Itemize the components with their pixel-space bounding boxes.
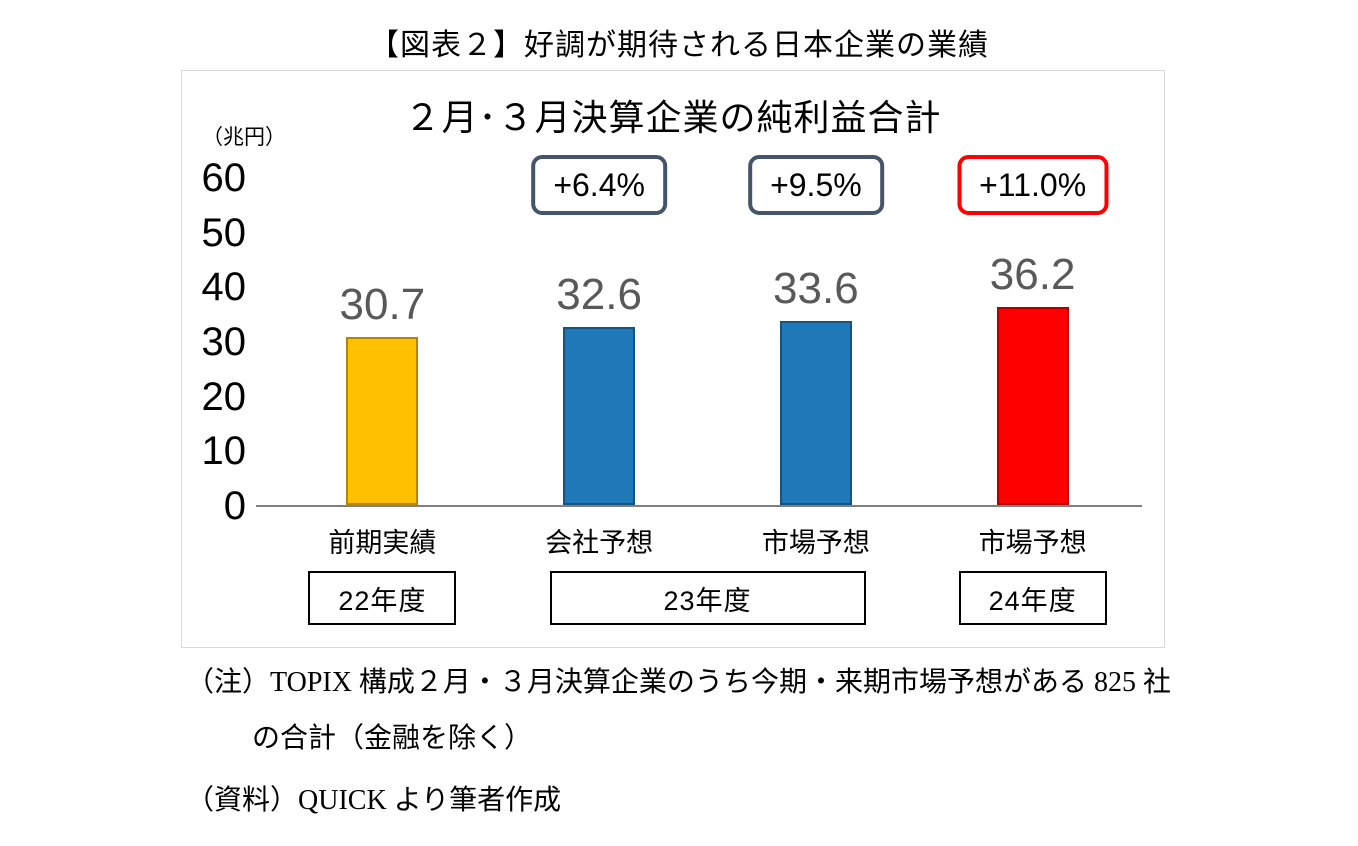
x-axis-category-labels: 前期実績 会社予想 市場予想 市場予想 [274,521,1141,560]
bar-group-prev-actual: 30.7 [274,156,491,505]
bar-value-label: 32.6 [556,269,642,319]
bar-value-label: 36.2 [989,250,1076,300]
y-tick-label: 40 [201,265,247,309]
category-label: 市場予想 [978,528,1087,558]
year-box-fy22: 22年度 [308,571,457,625]
year-box-fy23: 23年度 [549,571,866,625]
year-box-fy24: 24年度 [958,571,1107,625]
category-label: 会社予想 [545,528,654,558]
y-tick-label: 20 [201,375,247,419]
footnote-line-2: の合計（金融を除く） [252,723,533,754]
growth-badge-market-forecast-fy23: +9.5% [748,155,884,215]
y-tick-label: 10 [201,429,247,473]
growth-badges: +6.4% +9.5% +11.0% [274,155,1141,219]
source-note: （資料）QUICK より筆者作成 [186,785,562,816]
bar-value-label: 30.7 [339,280,426,330]
growth-badge-market-forecast-fy24: +11.0% [957,155,1109,215]
y-axis-unit-label: （兆円） [202,126,286,149]
y-axis: 60 50 40 30 20 10 0 [182,71,247,647]
chart-panel: ２月･３月決算企業の純利益合計 （兆円） 60 50 40 30 20 10 0… [181,70,1165,648]
bar-company-forecast [563,326,636,505]
bar-group-market-forecast-fy23: 33.6 [708,156,925,505]
y-tick-label: 50 [201,211,247,255]
y-tick-label: 60 [201,156,247,200]
footnote-line-1: （注）TOPIX 構成２月・３月決算企業のうち今期・来期市場予想がある 825 … [186,667,1171,698]
year-group-boxes: 22年度 23年度 24年度 [274,571,1141,627]
bar-group-market-forecast-fy24: 36.2 [924,156,1141,505]
y-tick-label: 0 [223,484,246,528]
category-label: 前期実績 [328,528,437,558]
bar-group-company-forecast: 32.6 [491,156,708,505]
category-label: 市場予想 [761,528,870,558]
y-tick-label: 30 [201,320,247,364]
bar-market-forecast-fy24 [996,307,1069,505]
plot-area: 30.7 32.6 33.6 36.2 [274,156,1141,505]
bar-prev-actual [346,337,419,505]
bar-value-label: 33.6 [773,264,859,314]
growth-badge-company-forecast: +6.4% [531,155,667,215]
chart-title: ２月･３月決算企業の純利益合計 [404,97,942,138]
x-axis-line [256,505,1142,507]
bar-market-forecast-fy23 [779,321,852,505]
figure-title: 【図表２】好調が期待される日本企業の業績 [369,29,989,62]
